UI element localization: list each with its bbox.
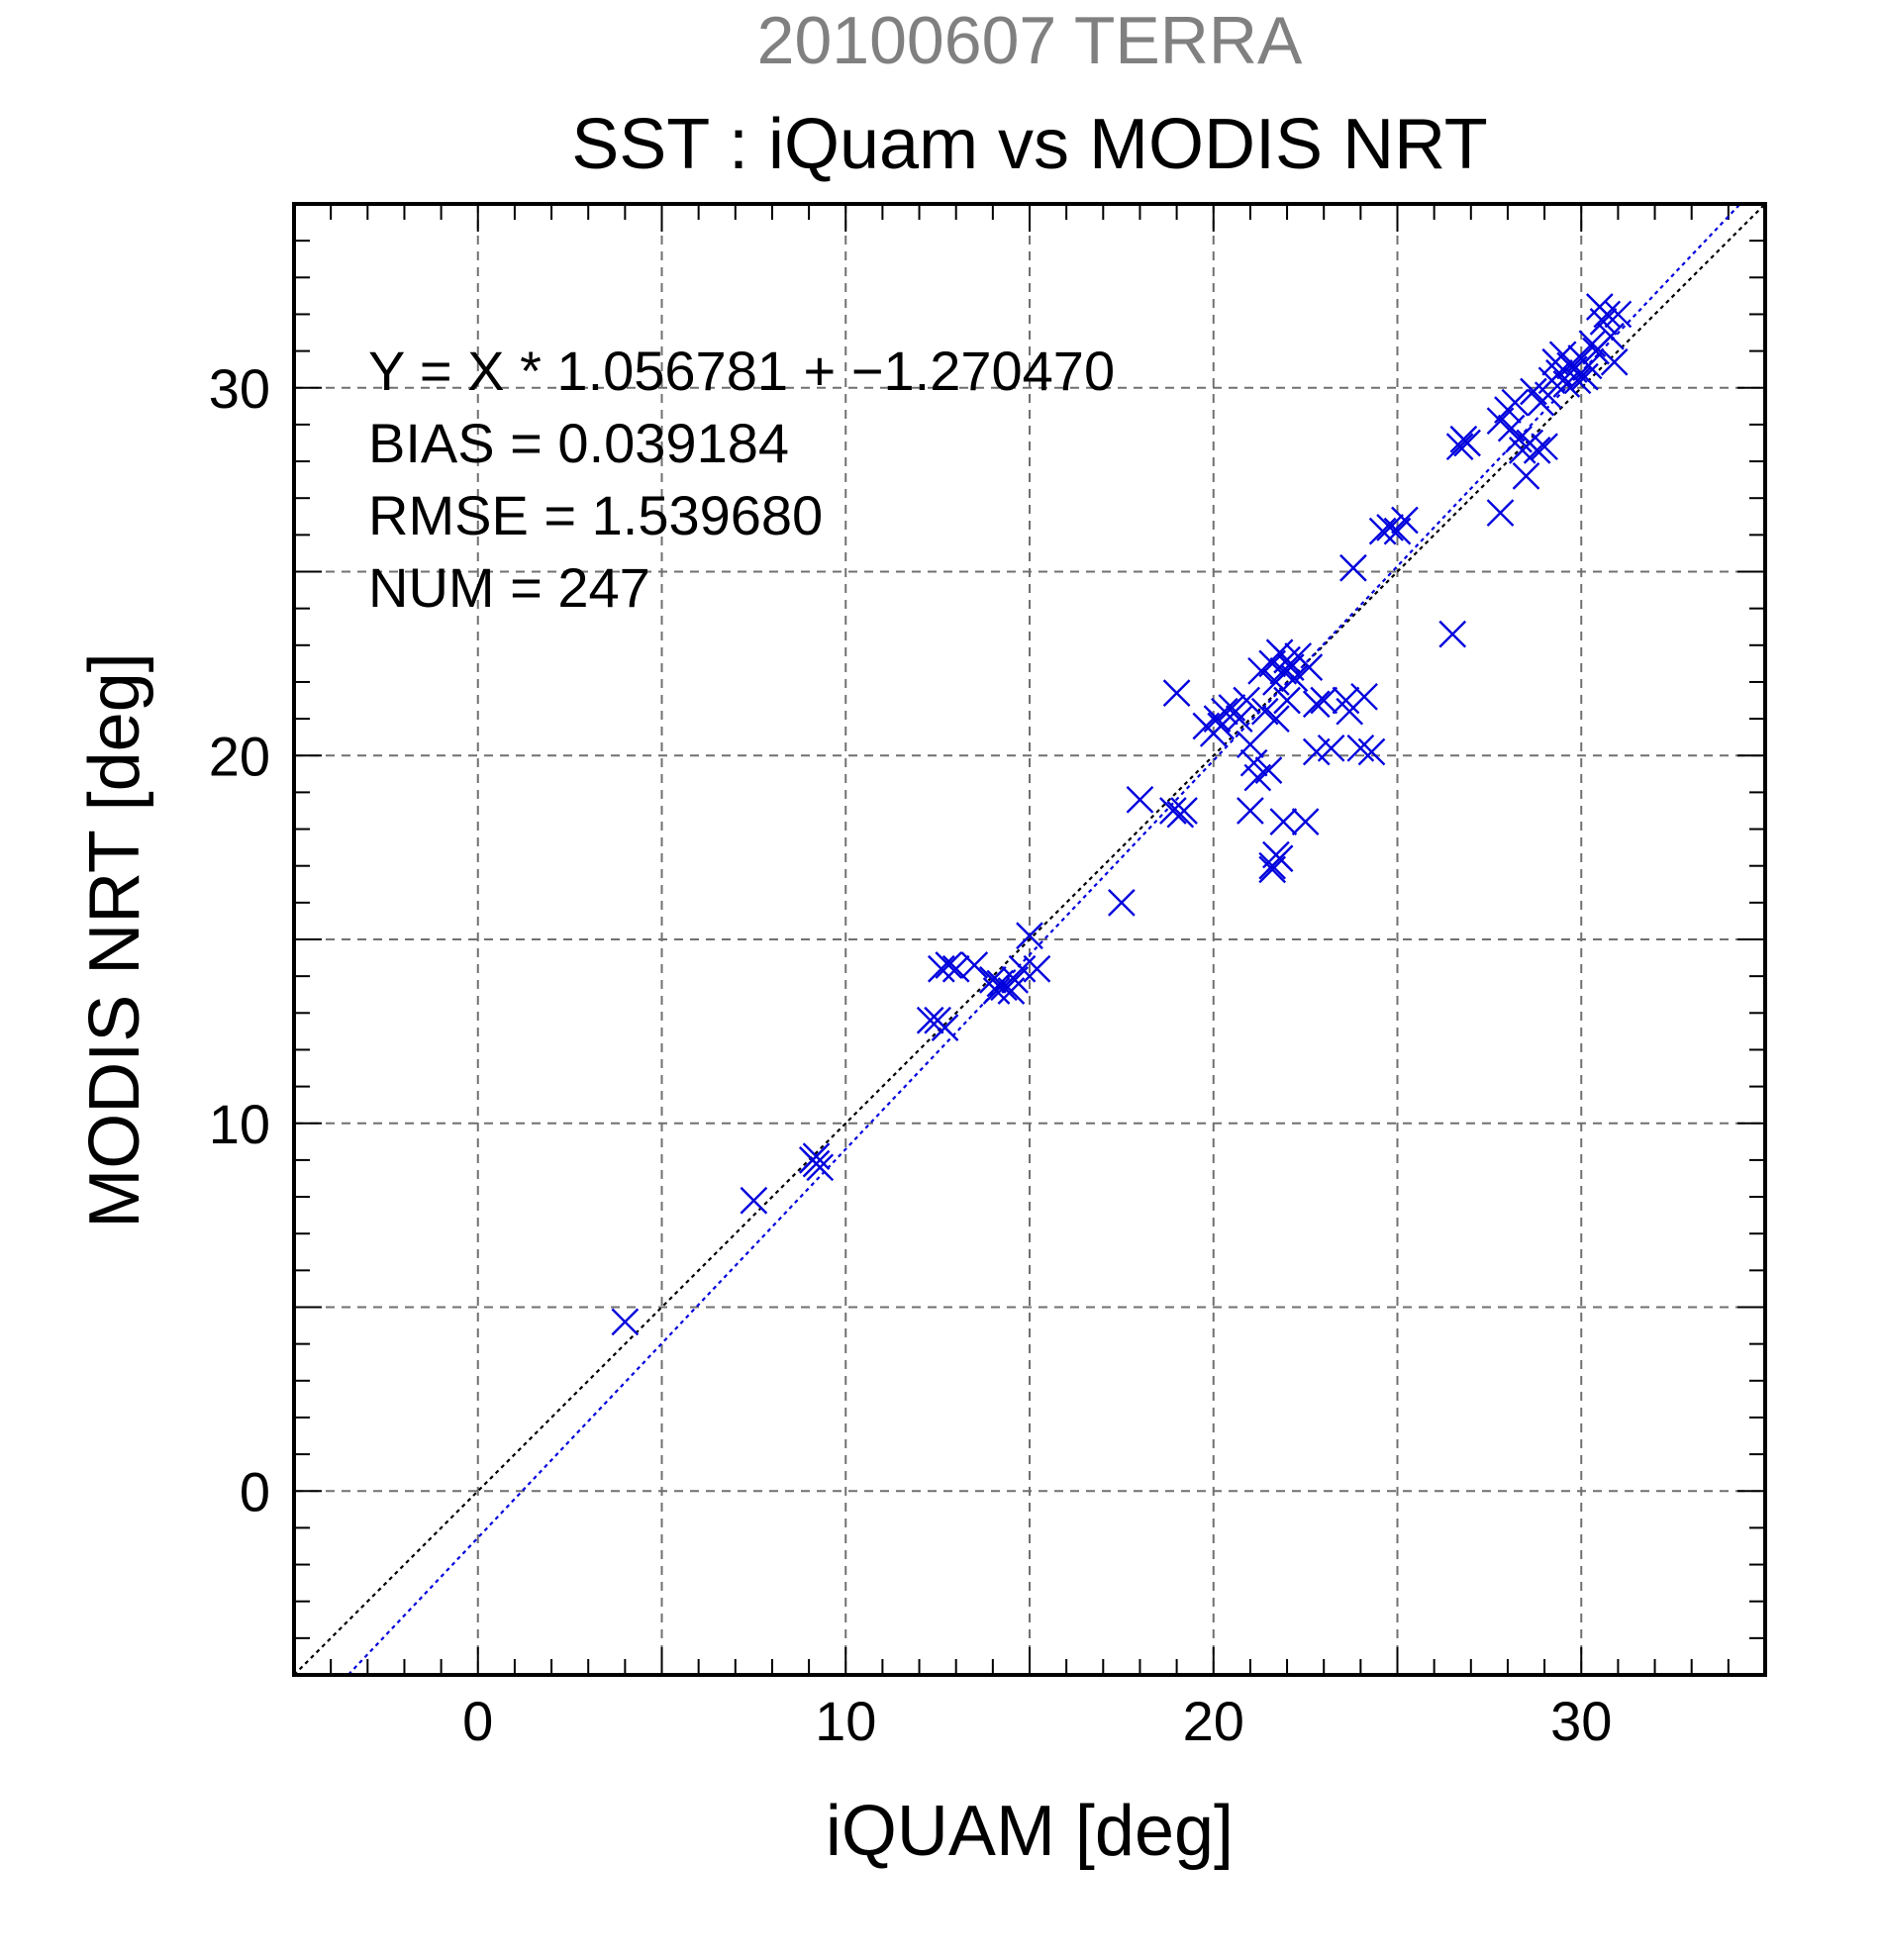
chart-suptitle: 20100607 TERRA [757, 3, 1303, 78]
data-point [935, 951, 963, 979]
data-point [1262, 705, 1290, 733]
data-point [1302, 690, 1331, 719]
count-label: NUM = 247 [368, 556, 650, 619]
data-point [1552, 370, 1581, 398]
data-point [1295, 653, 1324, 681]
data-point [1574, 351, 1603, 380]
data-point [1486, 499, 1515, 527]
data-point [1531, 433, 1558, 461]
chart-title: SST : iQuam vs MODIS NRT [571, 105, 1488, 184]
data-point [1332, 686, 1360, 715]
data-point [1339, 553, 1367, 582]
data-point [1237, 731, 1264, 758]
data-point [802, 1142, 831, 1171]
data-point [1233, 686, 1261, 715]
data-point [1310, 686, 1338, 715]
data-point [1563, 366, 1592, 395]
data-point [1159, 797, 1187, 825]
rmse-label: RMSE = 1.539680 [368, 484, 823, 546]
data-point [1207, 712, 1236, 740]
data-point [1512, 462, 1540, 490]
x-tick-labels: 0 10 20 30 [462, 1690, 1612, 1752]
plot-area [294, 204, 1765, 1675]
data-point [1273, 645, 1301, 674]
y-tick-labels: 0 10 20 30 [209, 357, 270, 1523]
plot-frame [292, 202, 1767, 1677]
data-point [1346, 734, 1375, 762]
data-point [1317, 734, 1345, 762]
data-point [927, 954, 955, 983]
data-point [1126, 785, 1154, 814]
x-tick-label: 20 [1183, 1690, 1244, 1752]
x-axis-label: iQUAM [deg] [826, 1792, 1234, 1871]
data-point [1291, 808, 1320, 835]
data-point [1604, 300, 1633, 329]
grid-lines [294, 204, 1765, 1675]
x-tick-label: 30 [1550, 1690, 1612, 1752]
identity-line [294, 204, 1765, 1675]
data-point [1258, 855, 1287, 884]
data-point [1600, 347, 1629, 376]
bias-label: BIAS = 0.039184 [368, 412, 789, 474]
data-point [1016, 922, 1043, 950]
data-point [1571, 362, 1599, 391]
fit-equation-label: Y = X * 1.056781 + −1.270470 [368, 340, 1115, 402]
data-point [1523, 437, 1551, 464]
data-point [806, 1153, 835, 1182]
data-point [941, 954, 970, 983]
data-point [1589, 308, 1618, 336]
data-point [1237, 797, 1264, 825]
data-point [1162, 679, 1191, 707]
stats-annotation: Y = X * 1.056781 + −1.270470 BIAS = 0.03… [368, 340, 1115, 619]
data-point [1357, 737, 1386, 766]
data-point [1170, 797, 1198, 825]
x-tick-label: 0 [462, 1690, 493, 1752]
data-point [960, 951, 989, 979]
data-point [916, 1006, 944, 1034]
data-point [1254, 756, 1283, 784]
data-point [1273, 686, 1301, 715]
data-point [1438, 620, 1467, 648]
y-axis-label: MODIS NRT [deg] [75, 652, 154, 1228]
data-point [1597, 322, 1625, 350]
data-point [1505, 425, 1533, 453]
data-point [611, 1308, 640, 1336]
data-point [1280, 664, 1309, 693]
data-point [1350, 682, 1378, 711]
data-point [1008, 954, 1037, 983]
data-point [931, 1014, 959, 1042]
y-tick-label: 10 [209, 1093, 270, 1155]
data-point [1108, 889, 1136, 917]
data-point [1225, 705, 1253, 733]
data-point [1376, 514, 1404, 541]
data-point [1593, 300, 1622, 329]
data-points [611, 293, 1633, 1336]
data-point [1391, 506, 1419, 535]
data-point [1578, 330, 1607, 358]
y-tick-label: 30 [209, 357, 270, 420]
data-point [740, 1186, 768, 1215]
data-point [1501, 388, 1530, 417]
data-point [1453, 429, 1481, 457]
data-point [1445, 433, 1474, 461]
y-tick-label: 20 [209, 725, 270, 787]
data-point [1023, 954, 1051, 983]
data-point [1368, 517, 1397, 545]
data-point [1269, 808, 1298, 835]
x-tick-label: 10 [815, 1690, 876, 1752]
y-tick-label: 0 [240, 1460, 270, 1522]
data-point [982, 977, 1011, 1005]
